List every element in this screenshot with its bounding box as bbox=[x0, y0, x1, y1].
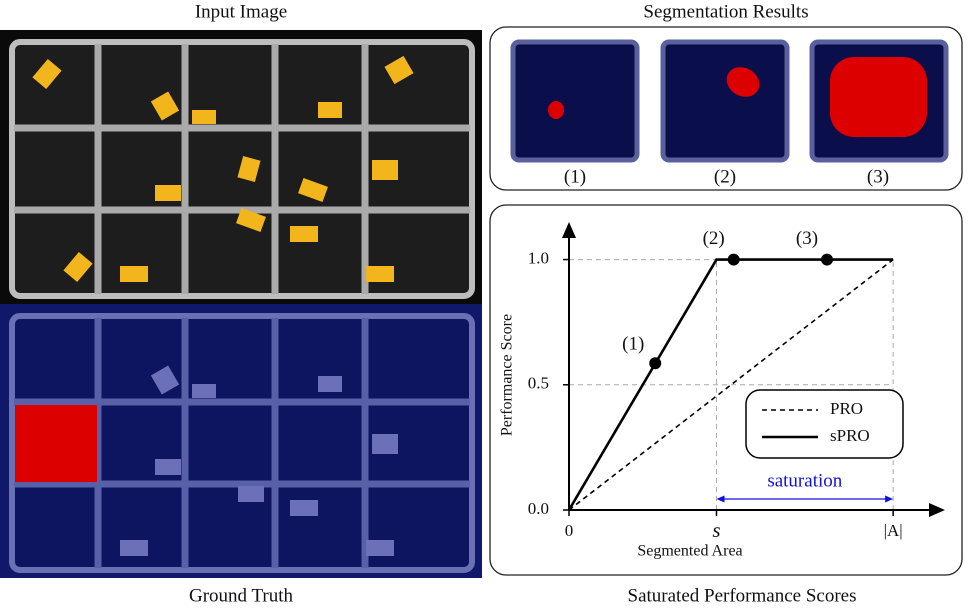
legend-label: sPRO bbox=[830, 426, 870, 445]
thumbnails bbox=[510, 39, 949, 163]
x-tick-label: s bbox=[712, 518, 720, 542]
y-tick-label: 1.0 bbox=[528, 248, 549, 267]
thumb-label: (1) bbox=[564, 166, 586, 187]
chart-box bbox=[489, 204, 963, 576]
annotation-text: saturation bbox=[767, 470, 842, 491]
defect-region bbox=[15, 405, 97, 482]
point-label: (3) bbox=[796, 228, 818, 249]
x-tick-label: |A| bbox=[884, 521, 903, 540]
results-box bbox=[489, 26, 963, 191]
y-axis-arrow bbox=[562, 222, 576, 238]
legend-box bbox=[745, 389, 904, 459]
point bbox=[649, 357, 662, 370]
legend-label: PRO bbox=[830, 399, 863, 418]
ground-truth-image bbox=[0, 304, 482, 578]
panel-title: Ground Truth bbox=[189, 585, 293, 606]
point-label: (1) bbox=[622, 334, 644, 355]
y-tick-label: 0.0 bbox=[528, 499, 549, 518]
point-label: (2) bbox=[703, 228, 725, 249]
thumb-label: (3) bbox=[867, 166, 889, 187]
y-axis-label: Performance Score bbox=[499, 314, 516, 436]
chart: 0.0 0.5 1.0 0 s |A| Segmented Area Performance … bbox=[499, 222, 945, 560]
point bbox=[821, 253, 834, 266]
chart-caption: Saturated Performance Scores bbox=[628, 585, 857, 606]
series-line bbox=[567, 258, 894, 511]
panel-title: Input Image bbox=[195, 1, 287, 22]
x-axis-arrow bbox=[929, 503, 945, 517]
x-axis-label: Segmented Area bbox=[637, 543, 742, 560]
point bbox=[727, 253, 740, 266]
y-tick-label: 0.5 bbox=[528, 374, 549, 393]
panel-title: Segmentation Results bbox=[643, 1, 808, 22]
x-tick-label: 0 bbox=[565, 521, 574, 540]
thumb-label: (2) bbox=[714, 166, 736, 187]
input-image bbox=[0, 30, 482, 304]
